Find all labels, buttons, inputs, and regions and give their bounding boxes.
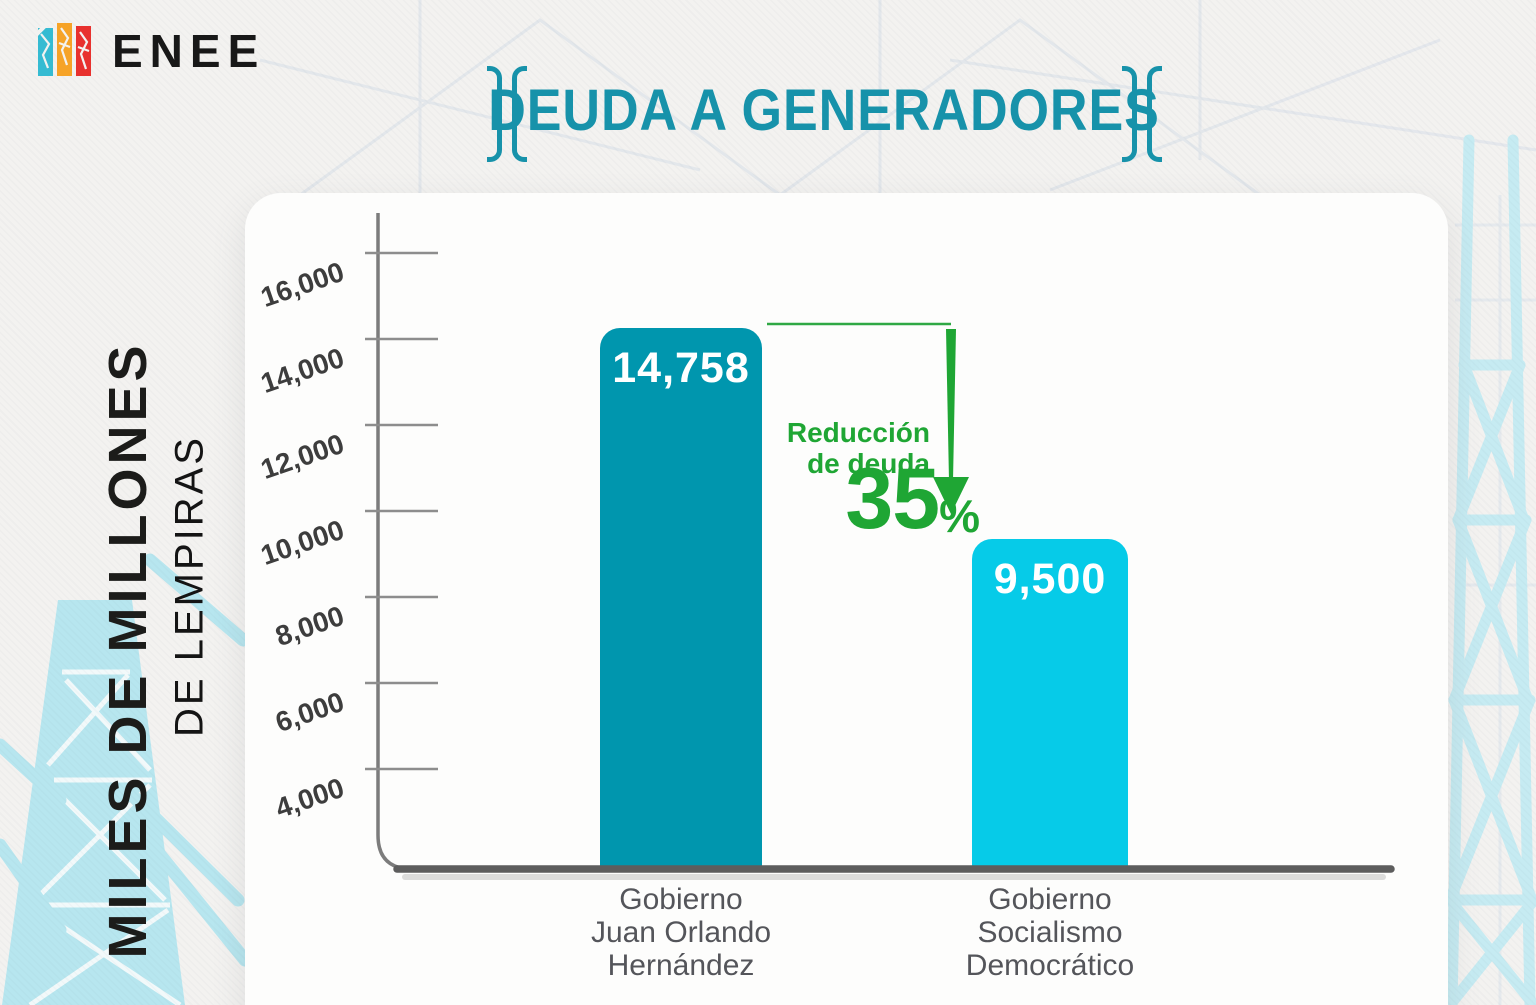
y-axis-line — [376, 213, 413, 871]
reduction-line-1: Reducción — [786, 417, 930, 448]
reduction-value-number: 35 — [845, 451, 940, 547]
ytick-label-4000: 4,000 — [271, 771, 348, 824]
ytick-label-8000: 8,000 — [271, 599, 348, 652]
bar-gobierno-juan-orlando-hernandez: 14,758 — [600, 328, 762, 869]
enee-logo: ENEE — [38, 22, 265, 80]
ytick-label-16000: 16,000 — [256, 255, 348, 314]
x-label-line: Juan Orlando — [590, 916, 772, 949]
reduction-line-2: de deuda — [807, 448, 930, 480]
enee-logo-text: ENEE — [112, 25, 266, 77]
title-left-bracket-icon — [487, 66, 527, 162]
bar-gobierno-socialismo-democratico: 9,500 — [972, 539, 1128, 869]
x-label-gobierno-juan-orlando-hernandez: Gobierno Juan Orlando Hernández — [521, 883, 841, 982]
x-label-line: Socialismo — [977, 916, 1123, 949]
ytick-label-6000: 6,000 — [271, 685, 348, 738]
reduction-value: 35% — [675, 456, 980, 542]
ytick-label-10000: 10,000 — [256, 513, 348, 572]
ytick-label-12000: 12,000 — [256, 427, 348, 486]
x-label-gobierno-socialismo-democratico: Gobierno Socialismo Democrático — [890, 883, 1210, 982]
x-label-line: Hernández — [607, 949, 755, 982]
reduction-percent-sign: % — [939, 490, 980, 542]
enee-logo-icon — [38, 22, 91, 76]
x-label-line: Gobierno — [988, 883, 1112, 916]
axes-and-annotation-canvas — [365, 213, 1395, 880]
y-axis-title-secondary: DE LEMPIRAS — [167, 435, 212, 737]
reduction-annotation-text: Reducción de deuda — [670, 417, 930, 480]
y-axis-title-primary: MILES DE MILLONES — [98, 341, 158, 959]
page-title: DEUDA A GENERADORES — [488, 76, 1160, 143]
x-label-line: Democrático — [965, 949, 1135, 982]
title-right-bracket-icon — [1122, 66, 1162, 162]
bar-value-label: 14,758 — [612, 344, 750, 392]
chart-card: 14,758 9,500 — [245, 193, 1448, 1005]
x-label-line: Gobierno — [619, 883, 743, 916]
bar-value-label: 9,500 — [993, 555, 1107, 603]
y-axis-ticks — [365, 251, 438, 771]
ytick-label-14000: 14,000 — [256, 341, 348, 400]
